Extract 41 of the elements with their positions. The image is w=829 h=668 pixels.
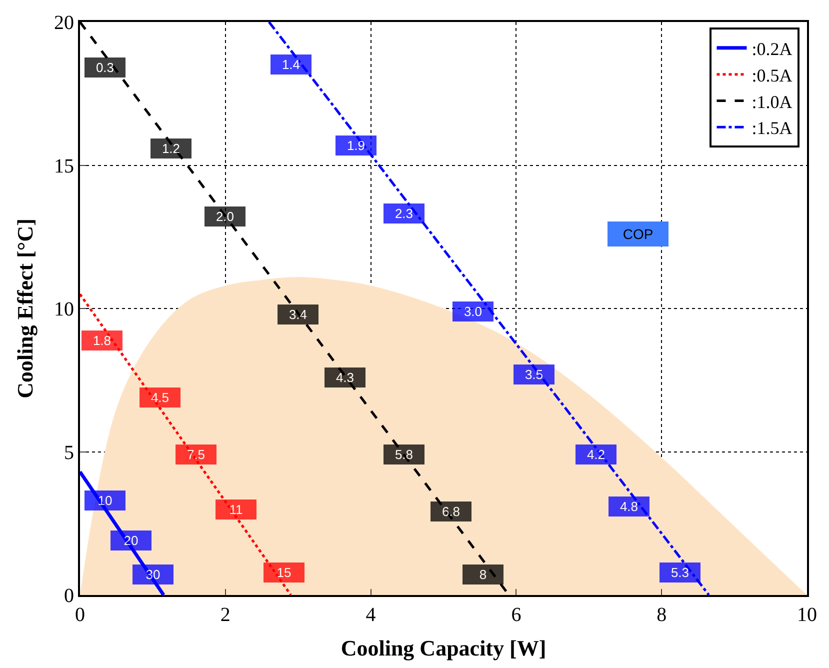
annotation: 5.3 <box>670 565 690 580</box>
y-tick-label: 10 <box>54 298 74 320</box>
annotation: 3.0 <box>464 304 482 319</box>
annotation: 8 <box>479 567 487 582</box>
x-tick-label: 8 <box>656 604 667 626</box>
legend-label: :1.0A <box>752 92 792 112</box>
x-tick-label: 4 <box>366 604 376 626</box>
annotation: 3.4 <box>288 307 308 322</box>
annotation: 4.8 <box>620 499 638 514</box>
legend-label: :0.2A <box>752 38 792 59</box>
legend-label: :1.5A <box>752 118 792 138</box>
annotation: 2.3 <box>394 206 414 221</box>
annotation: 4.3 <box>336 370 354 385</box>
annotation: 1.9 <box>346 138 366 153</box>
legend-label: :0.5A <box>752 65 792 86</box>
annotation: 6.8 <box>442 504 460 519</box>
annotation: 3.5 <box>524 367 544 382</box>
y-axis-title: Cooling Effect [°C] <box>12 218 38 398</box>
annotation: 15 <box>276 565 292 580</box>
annotation: 30 <box>146 567 160 582</box>
annotation: 20 <box>124 533 138 548</box>
annotation: 4.5 <box>150 390 170 405</box>
annotation: 1.8 <box>92 333 112 348</box>
y-tick-label: 5 <box>64 442 74 464</box>
annotation: 1.4 <box>282 57 300 72</box>
y-tick-label: 0 <box>64 585 74 607</box>
annotation: COP <box>622 226 654 242</box>
annotation: 2.0 <box>216 209 234 224</box>
annotation: 10 <box>98 493 112 508</box>
annotation: 0.3 <box>96 60 114 75</box>
annotation: 5.8 <box>394 447 414 462</box>
annotation: 4.2 <box>586 447 606 462</box>
x-tick-label: 10 <box>797 604 817 626</box>
annotation: 7.5 <box>186 447 206 462</box>
y-tick-label: 15 <box>54 155 74 178</box>
x-tick-label: 2 <box>220 604 230 626</box>
y-tick-label: 20 <box>54 12 74 34</box>
x-tick-label: 6 <box>511 604 522 626</box>
annotation: 1.2 <box>162 141 180 156</box>
x-axis-title: Cooling Capacity [W] <box>340 635 546 660</box>
annotation: 11 <box>229 502 243 517</box>
